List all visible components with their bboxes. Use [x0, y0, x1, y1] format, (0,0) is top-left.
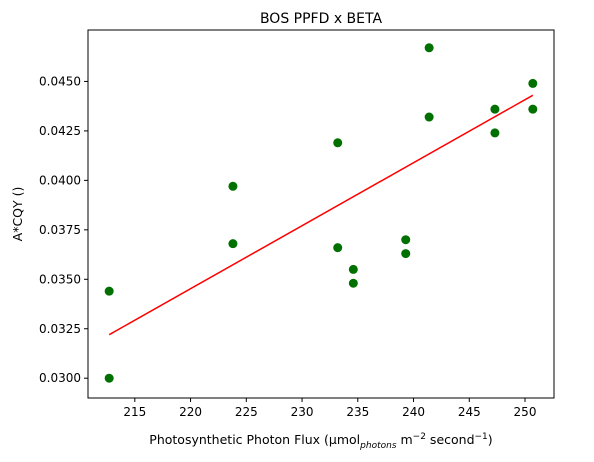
- x-tick-label: 225: [235, 405, 258, 419]
- plot-frame: [87, 29, 555, 399]
- x-tick-label: 220: [179, 405, 202, 419]
- x-tick-label: 250: [514, 405, 537, 419]
- x-tick-label: 230: [291, 405, 314, 419]
- data-point: [228, 239, 238, 249]
- data-point: [528, 78, 538, 88]
- y-tick-label: 0.0325: [39, 322, 81, 336]
- y-tick-label: 0.0300: [39, 371, 81, 385]
- data-point: [424, 43, 434, 53]
- trend-line: [108, 94, 534, 336]
- data-point: [528, 104, 538, 114]
- data-point: [424, 112, 434, 122]
- data-point: [348, 278, 358, 288]
- x-axis-title: Photosynthetic Photon Flux (μmolphotons …: [149, 432, 492, 451]
- chart-title: BOS PPFD x BETA: [260, 11, 383, 27]
- y-axis-ticks: 0.0300 0.0325 0.0350 0.0375 0.0400 0.0425 0.04…: [39, 74, 88, 385]
- plot-area: [88, 30, 554, 398]
- x-axis-ticks: 215 220 225 230 235 240 245 250: [123, 398, 536, 419]
- y-axis-title: A*CQY (): [10, 187, 25, 242]
- data-point: [401, 235, 411, 245]
- data-point: [104, 286, 114, 296]
- y-tick-label: 0.0450: [39, 74, 81, 88]
- trend-line-layer: [108, 94, 534, 336]
- y-tick-label: 0.0350: [39, 272, 81, 286]
- data-point: [401, 249, 411, 259]
- data-point: [333, 243, 343, 253]
- data-points-layer: [104, 43, 538, 383]
- data-point: [333, 138, 343, 148]
- data-point: [348, 264, 358, 274]
- data-point: [490, 128, 500, 138]
- data-point: [490, 104, 500, 114]
- data-point: [228, 181, 238, 191]
- data-point: [104, 373, 114, 383]
- x-tick-label: 215: [123, 405, 146, 419]
- x-tick-label: 235: [346, 405, 369, 419]
- y-tick-label: 0.0375: [39, 223, 81, 237]
- x-tick-label: 240: [402, 405, 425, 419]
- y-tick-label: 0.0400: [39, 173, 81, 187]
- y-tick-label: 0.0425: [39, 124, 81, 138]
- x-tick-label: 245: [458, 405, 481, 419]
